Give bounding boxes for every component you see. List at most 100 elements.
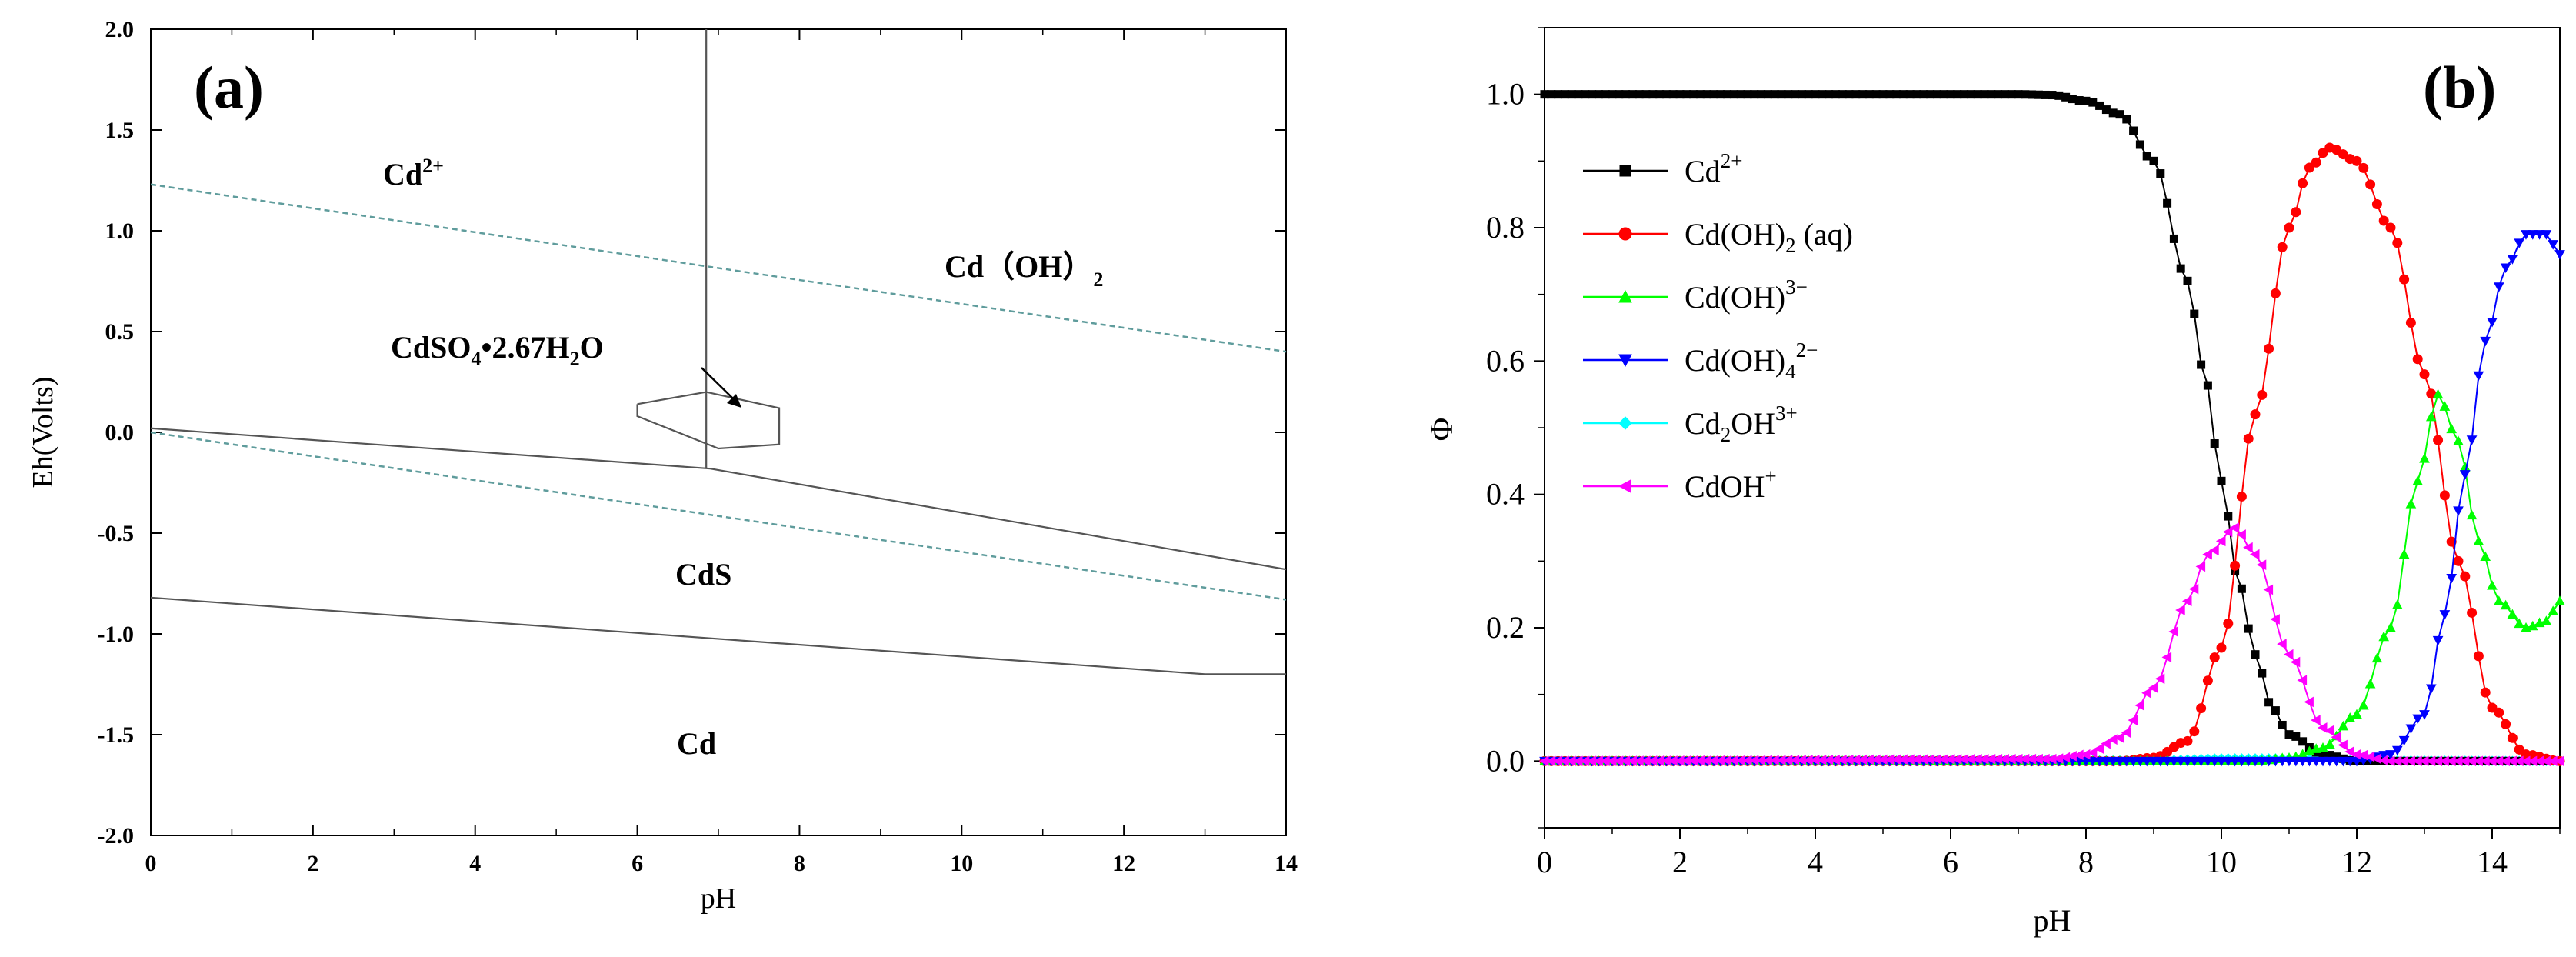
panel-a-region-cdoh2: Cd（OH）2 xyxy=(945,249,1103,291)
series-point xyxy=(2202,549,2212,560)
series-point xyxy=(2304,756,2315,767)
a-ytick-label: 1.5 xyxy=(105,118,135,143)
series-point xyxy=(2278,720,2287,729)
series-point xyxy=(2364,678,2376,689)
series-point xyxy=(2135,140,2144,149)
series-point xyxy=(2216,756,2227,767)
series-point xyxy=(2134,700,2144,711)
panel-a-boundaries xyxy=(150,29,1287,675)
series-point xyxy=(2202,756,2214,767)
series-point xyxy=(2554,755,2564,767)
b-ytick-label: 0.0 xyxy=(1486,743,1525,778)
b-xtick-label: 14 xyxy=(2477,845,2508,879)
series-point xyxy=(2338,720,2349,731)
a-xtick-label: 10 xyxy=(950,851,973,876)
series-point xyxy=(2148,756,2159,767)
series-point xyxy=(2541,230,2552,240)
series-point xyxy=(2216,642,2227,653)
panel-b-ylabel: Φ xyxy=(1425,418,1460,442)
series-point xyxy=(2122,115,2131,124)
a-ytick-label: 1.0 xyxy=(105,218,135,244)
panel-a-ticks xyxy=(150,28,1287,836)
series-point xyxy=(2176,264,2185,273)
series-point xyxy=(2331,732,2341,743)
series-point xyxy=(2466,435,2478,445)
series-point xyxy=(2439,401,2451,411)
series-point xyxy=(2142,152,2151,161)
series-point xyxy=(2419,710,2430,720)
legend-item: Cd(OH)3− xyxy=(1583,275,1808,315)
series-point xyxy=(2371,652,2383,663)
series-point xyxy=(2460,571,2471,582)
legend-marker xyxy=(1619,165,1631,177)
series-point xyxy=(2203,381,2212,390)
legend-label: CdOH+ xyxy=(1685,465,1777,504)
a-xtick-label: 14 xyxy=(1275,851,1298,876)
series-point xyxy=(2121,727,2131,739)
series-point xyxy=(2298,737,2308,746)
series-point xyxy=(2473,651,2484,662)
series-point xyxy=(2453,435,2464,445)
legend-item: Cd2+ xyxy=(1583,149,1742,188)
series-point xyxy=(2500,599,2511,610)
legend-marker xyxy=(1618,227,1632,241)
b-ytick-label: 0.4 xyxy=(1486,477,1525,512)
panel-b-ticks xyxy=(1534,27,2561,839)
series-point xyxy=(2453,506,2464,516)
series-point xyxy=(2399,274,2410,285)
series-point xyxy=(2195,561,2206,572)
series-point xyxy=(2318,756,2328,767)
series-point xyxy=(2405,724,2417,735)
series-point xyxy=(2297,675,2308,686)
series-5 xyxy=(1538,522,2564,767)
series-point xyxy=(2080,749,2091,760)
series-point xyxy=(2338,756,2349,767)
panel-a-plot-frame xyxy=(150,28,1287,836)
panel-b-legend: Cd2+ Cd(OH)2 (aq) Cd(OH)3− Cd(OH)42− Cd2OH3+… xyxy=(1583,149,1853,504)
legend-marker xyxy=(1618,354,1632,368)
series-point xyxy=(2290,756,2301,767)
panel-a-panel-label: (a) xyxy=(194,54,264,121)
series-point xyxy=(2270,756,2281,767)
series-point xyxy=(2419,369,2430,380)
series-point xyxy=(2311,756,2322,767)
series-point xyxy=(2548,605,2559,615)
series-point xyxy=(2094,743,2104,754)
series-point xyxy=(2236,529,2246,540)
legend-item: CdOH+ xyxy=(1583,465,1777,504)
series-point xyxy=(2371,753,2381,765)
series-point xyxy=(2141,687,2151,699)
series-point xyxy=(2432,388,2444,399)
b-ytick-label: 0.8 xyxy=(1486,210,1525,245)
legend-label: Cd(OH)3− xyxy=(1685,275,1808,315)
series-point xyxy=(2467,607,2478,618)
series-point xyxy=(2527,230,2538,240)
series-point xyxy=(2324,739,2335,749)
series-point xyxy=(2466,509,2478,520)
legend-item: Cd2OH3+ xyxy=(1583,402,1798,446)
series-point xyxy=(2256,559,2267,571)
series-point xyxy=(2338,149,2348,160)
series-point xyxy=(2507,255,2518,265)
series-point xyxy=(2344,746,2354,757)
series-point xyxy=(2188,583,2199,595)
series-point xyxy=(2277,639,2287,649)
series-point xyxy=(2196,703,2207,714)
series-point xyxy=(2251,650,2260,659)
series-point xyxy=(2087,747,2098,759)
series-point xyxy=(2405,499,2417,509)
series-point xyxy=(2249,549,2260,560)
series-point xyxy=(2554,595,2565,605)
panel-b-series xyxy=(1538,90,2565,767)
series-point xyxy=(2311,715,2321,725)
series-point xyxy=(2168,756,2180,767)
series-point xyxy=(2087,756,2098,767)
legend-label: Cd(OH)42− xyxy=(1685,338,1818,383)
series-point xyxy=(2209,652,2220,663)
series-point xyxy=(2243,542,2253,553)
series-point xyxy=(2128,756,2139,767)
b-ytick-label: 1.0 xyxy=(1486,77,1525,112)
series-point xyxy=(2161,652,2172,663)
series-point xyxy=(2541,615,2552,625)
a-ytick-label: 2.0 xyxy=(105,17,135,42)
